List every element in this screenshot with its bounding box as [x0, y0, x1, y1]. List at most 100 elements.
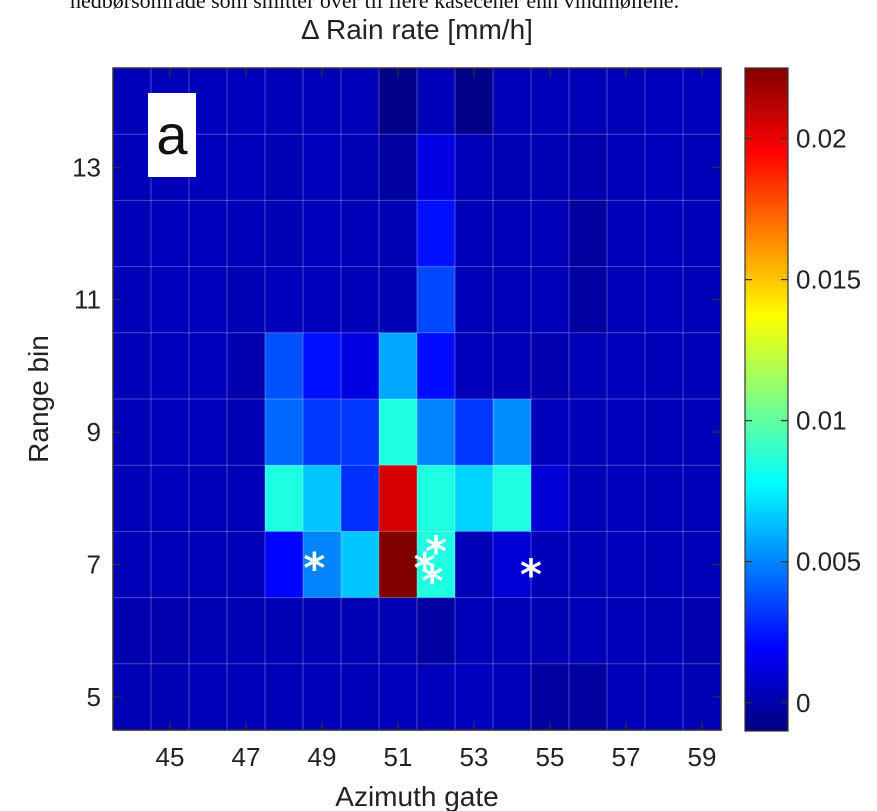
heatmap-cell: [645, 134, 684, 201]
heatmap-cell: [189, 266, 228, 334]
heatmap-cell: [683, 332, 722, 400]
heatmap-cell: [607, 663, 646, 731]
heatmap-cell: [493, 531, 532, 599]
heatmap-cell: [455, 663, 494, 731]
heatmap-cell: [303, 531, 342, 599]
heatmap-cell: [531, 465, 570, 532]
x-axis-label: Azimuth gate: [335, 781, 498, 811]
heatmap-cell: [227, 597, 266, 665]
colorbar-tick-label: 0.02: [796, 124, 847, 154]
heatmap-cell: [417, 200, 456, 268]
heatmap-cell: [569, 134, 608, 201]
heatmap-cell: [569, 531, 608, 599]
heatmap-cell: [151, 531, 190, 599]
heatmap-cell: [341, 531, 380, 599]
marker-asterisk: *: [425, 527, 447, 576]
heatmap-cell: [607, 266, 646, 334]
heatmap-cell: [265, 531, 304, 599]
heatmap-cell: [531, 597, 570, 665]
heatmap-cell: [265, 465, 304, 532]
heatmap-cell: [607, 597, 646, 665]
colorbar: [744, 67, 789, 732]
heatmap-cell: [645, 68, 684, 135]
heatmap-cell: [303, 332, 342, 400]
heatmap-cell: [531, 200, 570, 268]
y-tick-label: 9: [87, 417, 101, 447]
heatmap-cell: [151, 663, 190, 731]
heatmap-cell: [683, 68, 722, 135]
heatmap-cell: [341, 266, 380, 334]
heatmap-cell: [227, 465, 266, 532]
heatmap-cell: [455, 134, 494, 201]
heatmap-cell: [645, 531, 684, 599]
heatmap-cell: [493, 266, 532, 334]
heatmap-cell: [303, 68, 342, 135]
heatmap-cell: [569, 332, 608, 400]
heatmap-cell: [303, 266, 342, 334]
y-axis-ticks: 13 11 9 7 5: [72, 152, 721, 712]
heatmap-cell: [417, 465, 456, 532]
heatmap-cell: [379, 597, 418, 665]
heatmap-cell: [417, 332, 456, 400]
heatmap-cell: [531, 531, 570, 599]
heatmap-cell: [265, 597, 304, 665]
top-caption-fragment: nedbørsområde som smitter over til flere…: [70, 0, 680, 13]
heatmap-cell: [683, 465, 722, 532]
heatmap-cell: [455, 531, 494, 599]
x-tick-label: 57: [612, 742, 641, 772]
heatmap-cell: [303, 597, 342, 665]
marker-asterisk: *: [520, 550, 542, 599]
heatmap-cell: [417, 399, 456, 466]
x-tick-label: 49: [308, 742, 337, 772]
heatmap-cell: [303, 399, 342, 466]
x-tick-label: 45: [156, 742, 185, 772]
heatmap-cell: [379, 200, 418, 268]
heatmap-cell: [303, 200, 342, 268]
heatmap-cell: [265, 134, 304, 201]
heatmap-cell: [341, 332, 380, 400]
x-tick-label: 59: [688, 742, 717, 772]
heatmap-cell: [265, 332, 304, 400]
heatmap-cell: [493, 663, 532, 731]
heatmap-cell: [189, 597, 228, 665]
heatmap-cell: [113, 200, 152, 268]
heatmap-cell: [607, 200, 646, 268]
heatmap-cell: [379, 465, 418, 532]
heatmap-cell: [493, 399, 532, 466]
heatmap-cell: [189, 663, 228, 731]
heatmap-cell: [341, 663, 380, 731]
heatmap-cell: [113, 465, 152, 532]
heatmap-cell: [151, 266, 190, 334]
heatmap-cell: [645, 597, 684, 665]
heatmap-cell: [683, 200, 722, 268]
heatmap-cell: [227, 399, 266, 466]
heatmap-cell: [227, 663, 266, 731]
heatmap-cell: [645, 663, 684, 731]
marker-asterisk: *: [414, 544, 436, 593]
heatmap-cell: [645, 465, 684, 532]
marker-asterisk: *: [421, 557, 443, 606]
heatmap-cell: [303, 663, 342, 731]
heatmap-cell: [531, 399, 570, 466]
heatmap-cell: [265, 266, 304, 334]
heatmap-cell: [493, 465, 532, 532]
heatmap-cell: [151, 399, 190, 466]
heatmap-cell: [227, 68, 266, 135]
heatmap-cell: [569, 399, 608, 466]
heatmap-cell: [645, 266, 684, 334]
heatmap-cell: [569, 465, 608, 532]
heatmap-cell: [569, 266, 608, 334]
heatmap-cell: [645, 200, 684, 268]
heatmap-cell: [379, 399, 418, 466]
heatmap-cell: [493, 332, 532, 400]
heatmap-cell: [379, 531, 418, 599]
heatmap-cell: [379, 332, 418, 400]
heatmap-cell: [379, 68, 418, 135]
heatmap-cell: [455, 266, 494, 334]
heatmap-cell: [569, 68, 608, 135]
heatmap-cell: [493, 597, 532, 665]
heatmap-cell: [455, 332, 494, 400]
heatmap-cell: [151, 465, 190, 532]
x-tick-label: 53: [460, 742, 489, 772]
